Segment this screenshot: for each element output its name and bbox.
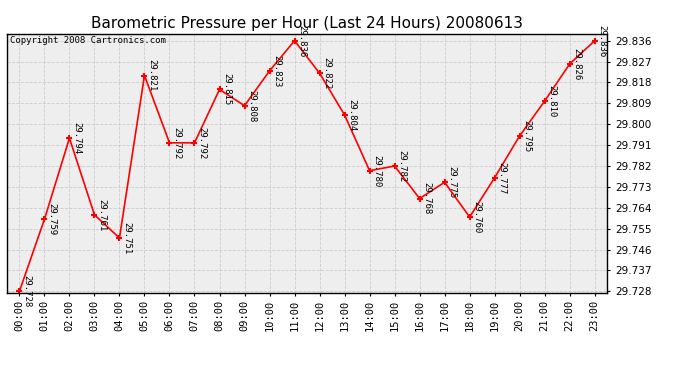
Text: 29.795: 29.795 [522, 120, 531, 152]
Text: 29.751: 29.751 [122, 222, 131, 254]
Text: 29.823: 29.823 [273, 55, 282, 87]
Text: 29.836: 29.836 [297, 25, 306, 57]
Text: 29.822: 29.822 [322, 57, 331, 89]
Title: Barometric Pressure per Hour (Last 24 Hours) 20080613: Barometric Pressure per Hour (Last 24 Ho… [91, 16, 523, 31]
Text: 29.777: 29.777 [497, 162, 506, 194]
Text: 29.794: 29.794 [72, 122, 81, 154]
Text: 29.768: 29.768 [422, 182, 431, 214]
Text: 29.804: 29.804 [347, 99, 356, 131]
Text: 29.836: 29.836 [598, 25, 607, 57]
Text: Copyright 2008 Cartronics.com: Copyright 2008 Cartronics.com [10, 36, 166, 45]
Text: 29.782: 29.782 [397, 150, 406, 182]
Text: 29.728: 29.728 [22, 275, 31, 308]
Text: 29.775: 29.775 [447, 166, 456, 198]
Text: 29.808: 29.808 [247, 90, 256, 122]
Text: 29.760: 29.760 [473, 201, 482, 233]
Text: 29.810: 29.810 [547, 85, 556, 117]
Text: 29.815: 29.815 [222, 74, 231, 106]
Text: 29.792: 29.792 [197, 127, 206, 159]
Text: 29.761: 29.761 [97, 199, 106, 231]
Text: 29.780: 29.780 [373, 154, 382, 187]
Text: 29.759: 29.759 [47, 203, 56, 236]
Text: 29.821: 29.821 [147, 59, 156, 92]
Text: 29.826: 29.826 [573, 48, 582, 80]
Text: 29.792: 29.792 [172, 127, 181, 159]
